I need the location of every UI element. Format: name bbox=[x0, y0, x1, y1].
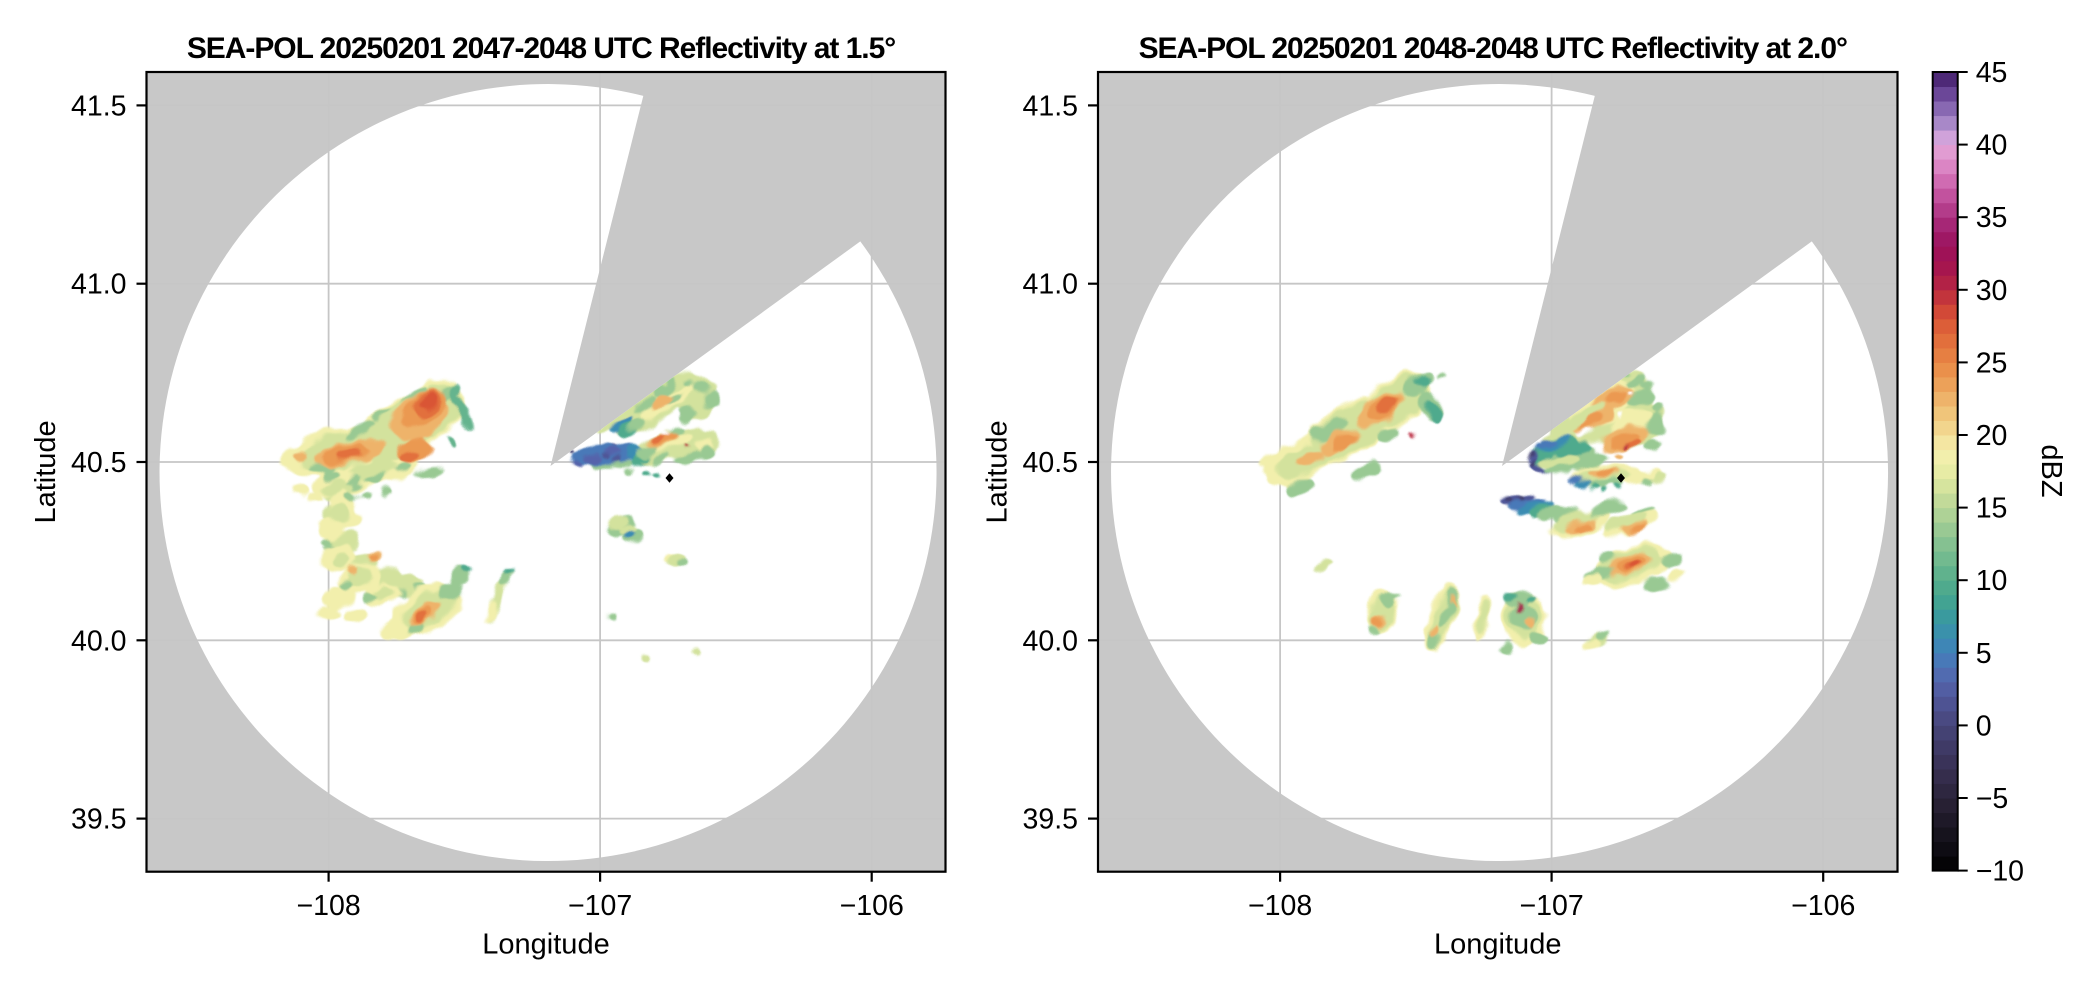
svg-text:40.5: 40.5 bbox=[71, 447, 126, 479]
svg-text:35: 35 bbox=[1976, 202, 2008, 234]
svg-text:−10: −10 bbox=[1976, 856, 2024, 888]
svg-text:−108: −108 bbox=[296, 890, 360, 922]
svg-text:10: 10 bbox=[1976, 565, 2008, 597]
svg-text:30: 30 bbox=[1976, 275, 2008, 307]
svg-text:−106: −106 bbox=[840, 890, 904, 922]
svg-text:20: 20 bbox=[1976, 420, 2008, 452]
svg-text:41.0: 41.0 bbox=[1023, 269, 1078, 301]
svg-text:40: 40 bbox=[1976, 130, 2008, 162]
svg-text:0: 0 bbox=[1976, 710, 1992, 742]
svg-text:−106: −106 bbox=[1791, 890, 1855, 922]
svg-text:SEA-POL 20250201 2047-2048 UTC: SEA-POL 20250201 2047-2048 UTC Reflectiv… bbox=[187, 32, 895, 65]
svg-text:39.5: 39.5 bbox=[1023, 804, 1078, 836]
svg-text:dBZ: dBZ bbox=[2035, 444, 2067, 497]
svg-text:40.0: 40.0 bbox=[71, 625, 126, 657]
svg-text:Longitude: Longitude bbox=[1434, 929, 1561, 961]
svg-text:15: 15 bbox=[1976, 493, 2008, 525]
svg-text:−107: −107 bbox=[1519, 890, 1583, 922]
svg-text:5: 5 bbox=[1976, 638, 1992, 670]
svg-text:39.5: 39.5 bbox=[71, 804, 126, 836]
svg-text:45: 45 bbox=[1976, 57, 2008, 89]
svg-text:40.0: 40.0 bbox=[1023, 625, 1078, 657]
svg-text:Latitude: Latitude bbox=[982, 420, 1014, 523]
svg-text:Longitude: Longitude bbox=[482, 929, 609, 961]
svg-text:−107: −107 bbox=[568, 890, 632, 922]
svg-text:Latitude: Latitude bbox=[30, 420, 62, 523]
svg-text:−108: −108 bbox=[1248, 890, 1312, 922]
svg-text:SEA-POL 20250201 2048-2048 UTC: SEA-POL 20250201 2048-2048 UTC Reflectiv… bbox=[1139, 32, 1847, 65]
svg-text:41.5: 41.5 bbox=[71, 90, 126, 122]
svg-text:25: 25 bbox=[1976, 347, 2008, 379]
svg-text:−5: −5 bbox=[1976, 783, 2009, 815]
svg-text:41.5: 41.5 bbox=[1023, 90, 1078, 122]
svg-text:40.5: 40.5 bbox=[1023, 447, 1078, 479]
svg-text:41.0: 41.0 bbox=[71, 269, 126, 301]
